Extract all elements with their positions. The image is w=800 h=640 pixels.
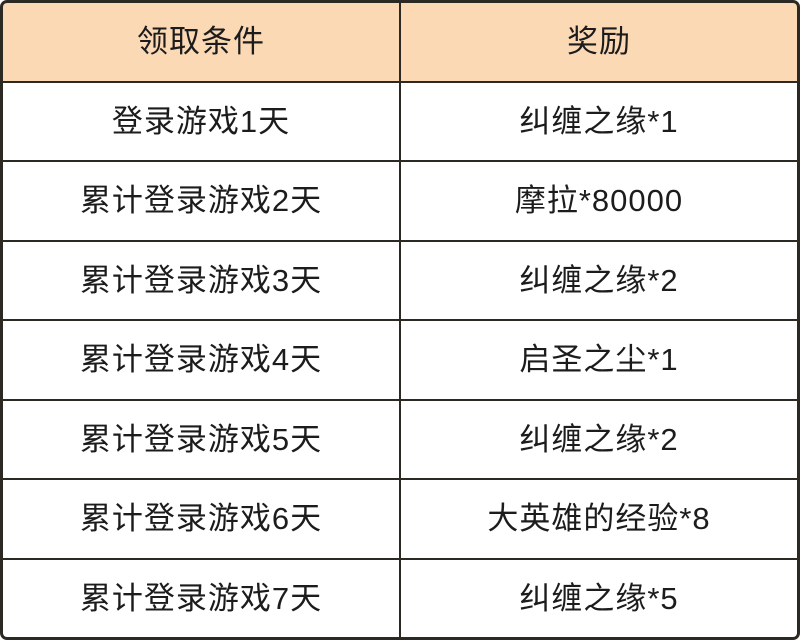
condition-cell-day4: 累计登录游戏4天 <box>3 321 399 399</box>
reward-cell-day2: 摩拉*80000 <box>401 162 797 240</box>
reward-cell-day5: 纠缠之缘*2 <box>401 400 797 478</box>
reward-cell-day7: 纠缠之缘*5 <box>401 559 797 637</box>
condition-cell-day3: 累计登录游戏3天 <box>3 241 399 319</box>
condition-cell-day2: 累计登录游戏2天 <box>3 162 399 240</box>
condition-cell-day7: 累计登录游戏7天 <box>3 559 399 637</box>
reward-cell-day3: 纠缠之缘*2 <box>401 241 797 319</box>
reward-cell-day1: 纠缠之缘*1 <box>401 82 797 160</box>
condition-cell-day5: 累计登录游戏5天 <box>3 400 399 478</box>
reward-cell-day4: 启圣之尘*1 <box>401 321 797 399</box>
reward-cell-day6: 大英雄的经验*8 <box>401 480 797 558</box>
condition-cell-day6: 累计登录游戏6天 <box>3 480 399 558</box>
condition-cell-day1: 登录游戏1天 <box>3 82 399 160</box>
header-cell-reward: 奖励 <box>401 3 797 81</box>
header-cell-condition: 领取条件 <box>3 3 399 81</box>
